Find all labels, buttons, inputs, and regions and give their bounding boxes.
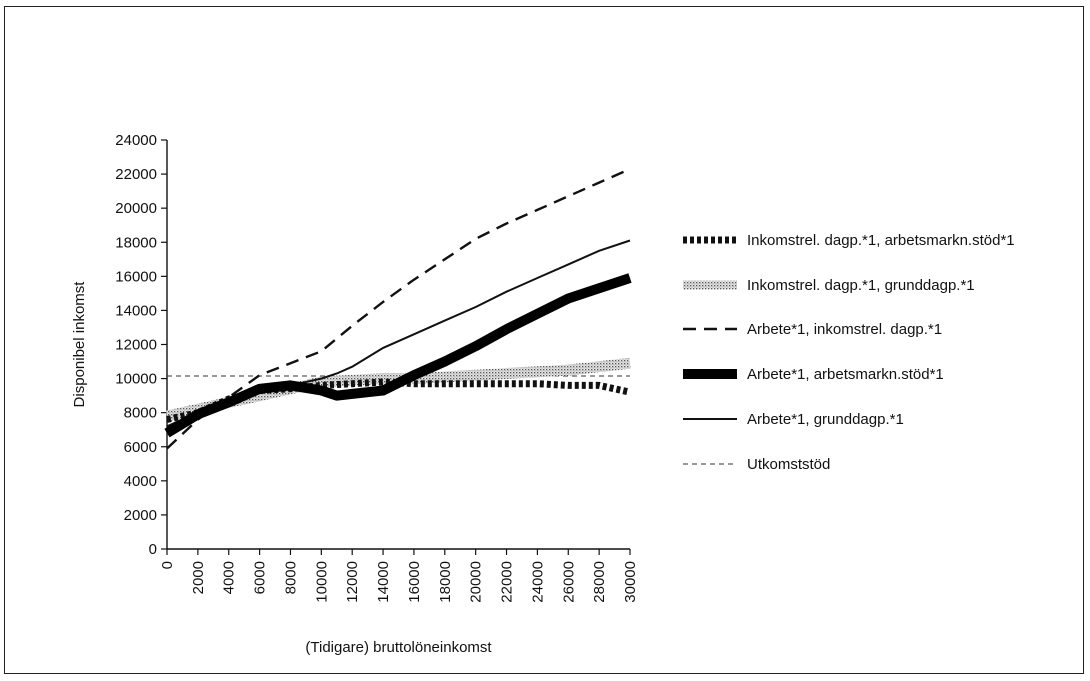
y-tick-label: 20000 (115, 200, 157, 217)
series-line-shaded-band (165, 357, 631, 422)
x-tick-label: 20000 (468, 561, 485, 603)
legend: Inkomstrel. dagp.*1, arbetsmarkn.stöd*1 I… (683, 232, 1015, 473)
y-tick-label: 6000 (124, 439, 157, 456)
x-tick-label: 22000 (499, 561, 516, 603)
y-tick-label: 24000 (115, 132, 157, 149)
x-tick-label: 28000 (591, 561, 608, 603)
axes: 0 2000 4000 6000 8000 10000 12000 14000 16000 180… (115, 132, 639, 603)
x-tick-label: 10000 (313, 561, 330, 603)
y-tick-label: 22000 (115, 166, 157, 183)
legend-label: Utkomststöd (747, 456, 830, 473)
y-tick-label: 8000 (124, 405, 157, 422)
legend-label: Arbete*1, arbetsmarkn.stöd*1 (747, 366, 944, 383)
y-tick-label: 18000 (115, 234, 157, 251)
y-tick-label: 14000 (115, 302, 157, 319)
y-tick-label: 10000 (115, 371, 157, 388)
x-tick-label: 12000 (344, 561, 361, 603)
y-tick-label: 2000 (124, 507, 157, 524)
x-tick-label: 4000 (221, 561, 238, 594)
x-tick-label: 6000 (252, 561, 269, 594)
x-tick-label: 26000 (560, 561, 577, 603)
legend-label: Inkomstrel. dagp.*1, arbetsmarkn.stöd*1 (747, 232, 1015, 249)
legend-label: Arbete*1, grunddagp.*1 (747, 411, 904, 428)
x-axis-title: (Tidigare) bruttolöneinkomst (305, 639, 492, 656)
y-tick-label: 4000 (124, 473, 157, 490)
legend-label: Inkomstrel. dagp.*1, grunddagp.*1 (747, 277, 975, 294)
series-layer (164, 167, 632, 450)
x-tick-label: 24000 (529, 561, 546, 603)
y-tick-label: 16000 (115, 268, 157, 285)
x-tick-label: 16000 (406, 561, 423, 603)
y-axis-title: Disponibel inkomst (71, 281, 88, 408)
x-tick-label: 14000 (375, 561, 392, 603)
series-line-dashed (166, 167, 631, 450)
x-tick-label: 30000 (622, 561, 639, 603)
y-tick-label: 0 (149, 541, 157, 558)
legend-label: Arbete*1, inkomstrel. dagp.*1 (747, 321, 942, 338)
y-tick-label: 12000 (115, 337, 157, 354)
chart-frame (4, 6, 1084, 674)
x-tick-label: 18000 (437, 561, 454, 603)
x-tick-label: 8000 (282, 561, 299, 594)
series-line-thick-solid (164, 273, 632, 438)
x-tick-label: 2000 (190, 561, 207, 594)
x-tick-label: 0 (159, 561, 176, 569)
